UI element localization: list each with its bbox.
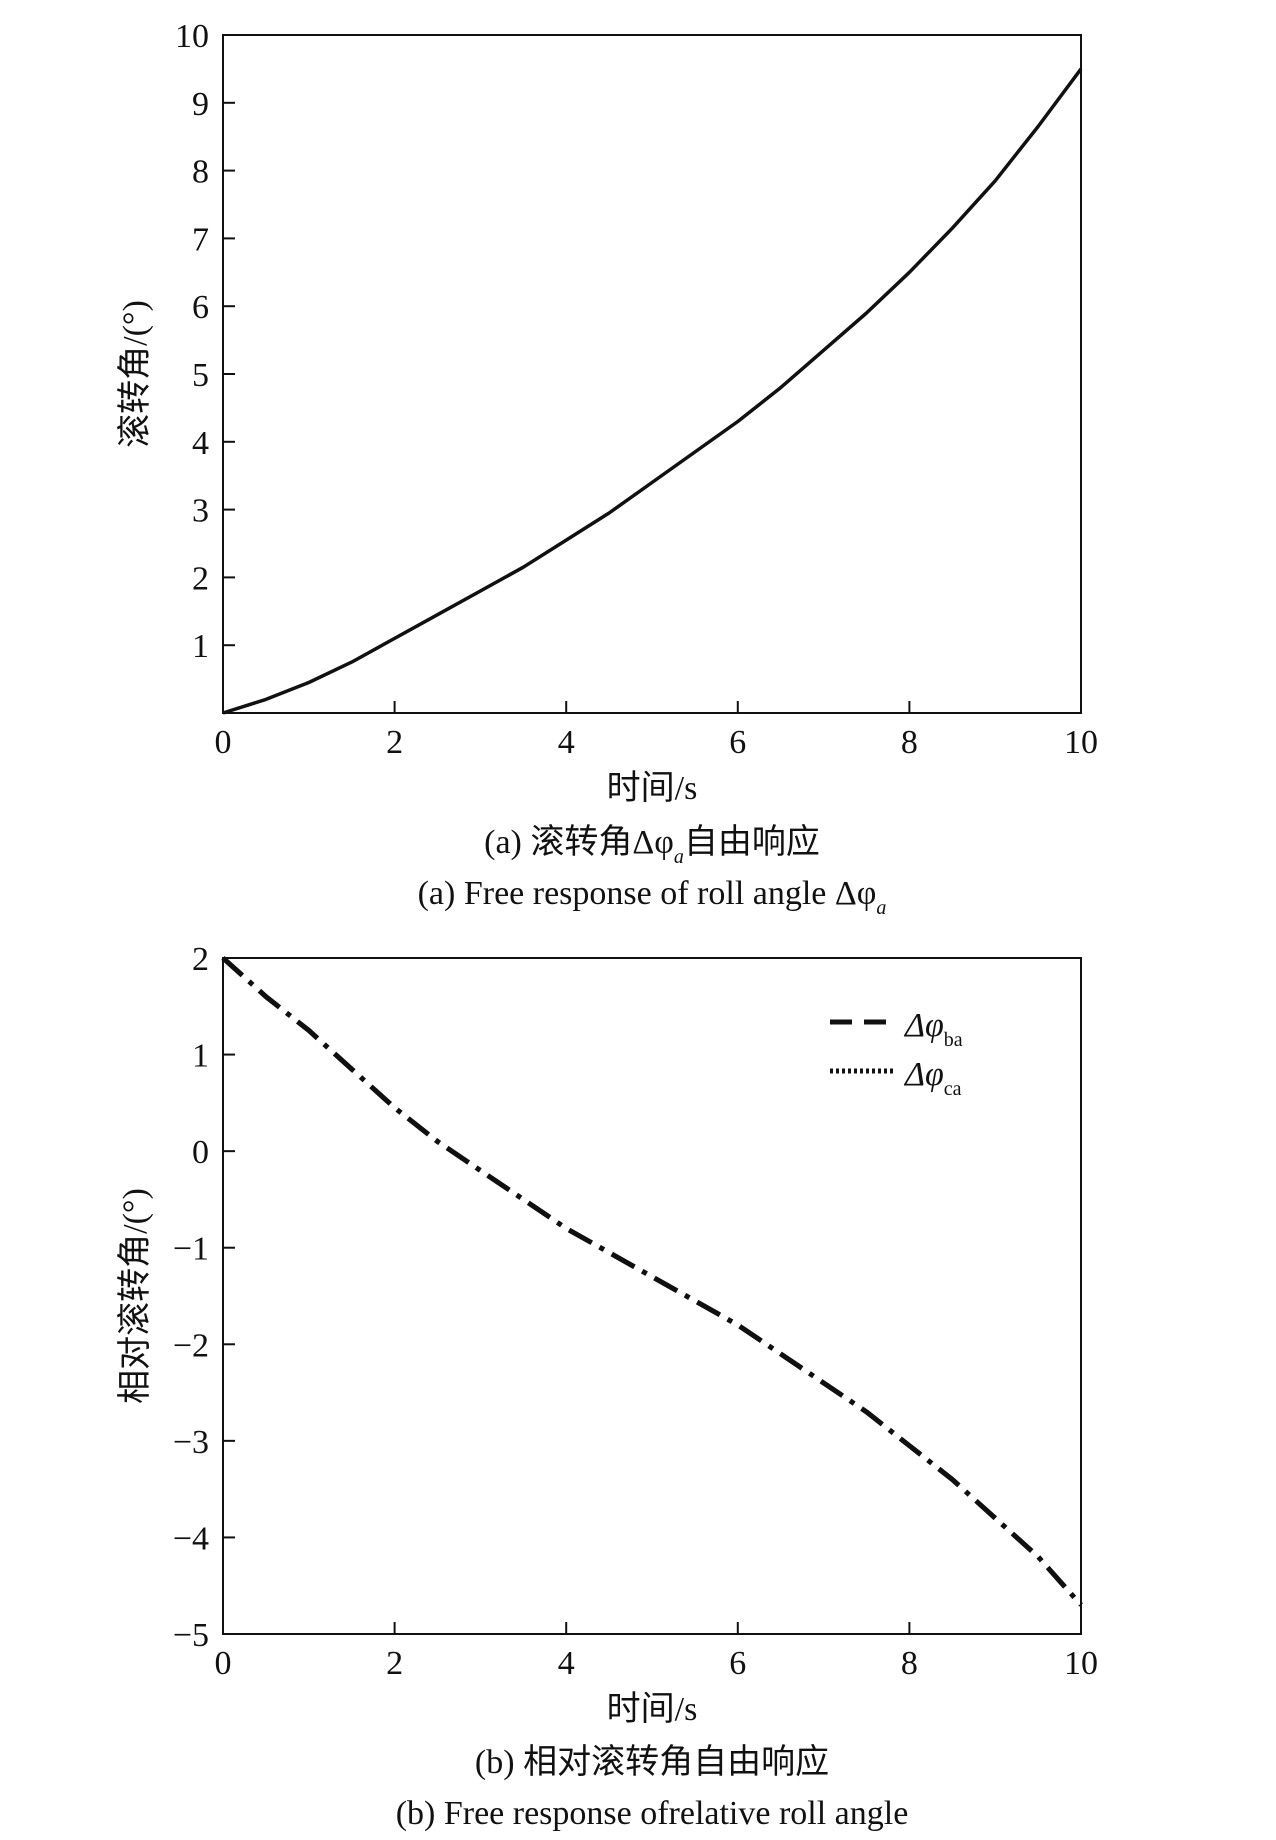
chart-a-ylabel: 滚转角/(°) bbox=[116, 300, 154, 448]
chart-b-caption-cn: (b) 相对滚转角自由响应 bbox=[475, 1743, 829, 1781]
series-line-a-0 bbox=[222, 67, 1083, 715]
x-tick-label: 10 bbox=[1064, 1645, 1098, 1682]
legend-label-ba: Δφba bbox=[903, 1007, 963, 1051]
legend-label-ca-main: Δφ bbox=[903, 1056, 944, 1093]
x-tick-label: 10 bbox=[1064, 724, 1098, 761]
chart-a-caption-cn-main: (a) 滚转角Δφ bbox=[484, 823, 674, 861]
legend-label-ca-sub: ca bbox=[944, 1078, 962, 1100]
x-tick-label: 4 bbox=[558, 1645, 575, 1682]
chart-a-ticks bbox=[222, 34, 1082, 713]
y-tick-label: 6 bbox=[192, 289, 209, 326]
chart-b-ylabel: 相对滚转角/(°) bbox=[116, 1188, 154, 1404]
y-tick-label: 0 bbox=[192, 1134, 209, 1171]
x-tick-label: 4 bbox=[558, 724, 575, 761]
x-tick-label: 6 bbox=[729, 724, 746, 761]
y-tick-label: −4 bbox=[173, 1520, 209, 1557]
chart-b-tick-labels: 0 2 4 6 8 10 −5 −4 −3 −2 −1 0 1 2 bbox=[173, 941, 1098, 1682]
y-tick-label: −3 bbox=[173, 1424, 209, 1461]
y-tick-label: 4 bbox=[192, 425, 209, 462]
chart-a-caption-cn-sub: a bbox=[674, 846, 684, 868]
y-tick-label: 5 bbox=[192, 357, 209, 394]
y-tick-label: 8 bbox=[192, 154, 209, 191]
y-tick-label: 3 bbox=[192, 493, 209, 530]
y-tick-label: 10 bbox=[175, 18, 209, 55]
x-tick-label: 0 bbox=[215, 1645, 232, 1682]
series-line-b-1 bbox=[221, 956, 1083, 1607]
x-tick-label: 6 bbox=[729, 1645, 746, 1682]
chart-a-caption-en-sub: a bbox=[876, 897, 886, 919]
y-tick-label: 1 bbox=[192, 628, 209, 665]
chart-a-series bbox=[222, 67, 1083, 715]
chart-b-caption-en: (b) Free response ofrelative roll angle bbox=[396, 1795, 909, 1832]
y-tick-label: −1 bbox=[173, 1231, 209, 1268]
legend-label-ba-main: Δφ bbox=[903, 1007, 944, 1044]
chart-b-frame bbox=[222, 957, 1082, 1635]
x-tick-label: 2 bbox=[386, 724, 403, 761]
chart-b-legend: Δφba Δφca bbox=[830, 1007, 963, 1100]
x-tick-label: 2 bbox=[386, 1645, 403, 1682]
chart-a-caption-cn-tail: 自由响应 bbox=[684, 823, 820, 861]
y-tick-label: 9 bbox=[192, 86, 209, 123]
y-tick-label: 1 bbox=[192, 1038, 209, 1075]
chart-a-caption-en: (a) Free response of roll angle Δφa bbox=[418, 875, 887, 919]
legend-label-ba-sub: ba bbox=[944, 1029, 963, 1051]
chart-a-caption-cn: (a) 滚转角Δφa自由响应 bbox=[484, 823, 820, 868]
y-tick-label: 2 bbox=[192, 560, 209, 597]
y-tick-label: 7 bbox=[192, 221, 209, 258]
chart-a-xlabel: 时间/s bbox=[607, 770, 698, 807]
series-line-b-0 bbox=[221, 956, 1083, 1607]
chart-b-xlabel: 时间/s bbox=[607, 1691, 698, 1728]
x-tick-label: 8 bbox=[901, 724, 918, 761]
y-tick-label: 2 bbox=[192, 941, 209, 978]
x-tick-label: 8 bbox=[901, 1645, 918, 1682]
y-tick-label: −5 bbox=[173, 1617, 209, 1654]
chart-a-caption-en-main: (a) Free response of roll angle Δφ bbox=[418, 875, 877, 912]
legend-label-ca: Δφca bbox=[903, 1056, 962, 1100]
chart-b-series bbox=[221, 956, 1083, 1607]
chart-a-frame bbox=[222, 34, 1082, 714]
y-tick-label: −2 bbox=[173, 1327, 209, 1364]
x-tick-label: 0 bbox=[215, 724, 232, 761]
chart-b-ticks bbox=[222, 957, 1082, 1635]
